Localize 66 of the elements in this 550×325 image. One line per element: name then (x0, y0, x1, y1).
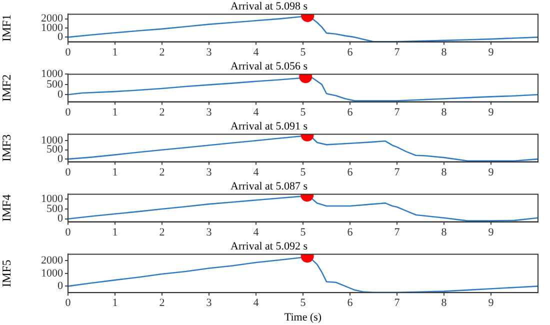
y-tick-label: 0 (58, 280, 64, 292)
y-tick-label: 2000 (41, 254, 64, 266)
x-tick-label: 5 (300, 46, 306, 58)
x-tick-label: 6 (347, 166, 354, 178)
chart-title: Arrival at 5.091 s (230, 120, 308, 132)
x-tick-label: 3 (206, 297, 212, 310)
x-tick-label: 2 (159, 106, 165, 118)
x-tick-label: 7 (394, 46, 400, 58)
y-tick-label: 500 (46, 202, 64, 215)
x-tick-label: 3 (206, 166, 212, 178)
x-tick-label: 9 (488, 166, 494, 178)
y-tick-label: 0 (58, 31, 64, 44)
x-tick-label: 1 (112, 46, 118, 58)
x-tick-label: 2 (159, 297, 165, 310)
x-tick-label: 9 (488, 297, 494, 310)
x-tick-label: 1 (112, 106, 118, 118)
x-tick-label: 8 (441, 297, 448, 310)
x-tick-label: 9 (488, 106, 494, 118)
x-tick-label: 8 (441, 166, 448, 178)
x-tick-label: 4 (253, 106, 260, 118)
x-tick-label: 9 (488, 226, 494, 238)
x-tick-label: 7 (394, 106, 400, 118)
x-tick-label: 4 (253, 46, 260, 58)
x-tick-label: 5 (300, 106, 306, 118)
y-axis-title: IMF5 (0, 260, 14, 288)
x-tick-label: 4 (253, 166, 260, 178)
y-axis-title: IMF4 (0, 194, 14, 222)
chart-title: Arrival at 5.098 s (230, 0, 308, 12)
x-tick-label: 4 (253, 226, 260, 238)
x-tick-label: 1 (112, 226, 118, 238)
x-axis-title: Time (s) (284, 311, 322, 324)
x-tick-label: 2 (159, 226, 165, 238)
y-tick-label: 0 (58, 212, 64, 225)
x-tick-label: 8 (441, 46, 448, 58)
x-tick-label: 7 (394, 166, 400, 178)
x-tick-label: 5 (300, 297, 306, 310)
y-axis-title: IMF1 (0, 14, 14, 42)
y-tick-label: 500 (46, 78, 64, 90)
x-tick-label: 1 (112, 297, 118, 310)
chart-title: Arrival at 5.092 s (230, 240, 308, 252)
x-tick-label: 4 (253, 297, 260, 310)
x-tick-label: 3 (206, 226, 212, 238)
x-tick-label: 6 (347, 226, 354, 238)
y-axis-title: IMF3 (0, 134, 14, 162)
x-tick-label: 5 (300, 226, 306, 238)
x-tick-label: 9 (488, 46, 494, 58)
y-tick-label: 1000 (41, 193, 64, 206)
x-tick-label: 2 (159, 46, 165, 58)
x-tick-label: 1 (112, 166, 118, 178)
y-axis-title: IMF2 (0, 74, 14, 102)
x-tick-label: 6 (347, 297, 354, 310)
x-tick-label: 6 (347, 106, 354, 118)
x-tick-label: 3 (206, 46, 212, 58)
x-tick-label: 8 (441, 226, 448, 238)
chart-title: Arrival at 5.087 s (230, 180, 308, 192)
x-tick-label: 3 (206, 106, 212, 118)
chart-title: Arrival at 5.056 s (230, 60, 308, 72)
y-tick-label: 1000 (41, 68, 64, 80)
y-tick-label: 1000 (41, 267, 64, 280)
x-tick-label: 7 (394, 297, 400, 310)
x-tick-label: 6 (347, 46, 354, 58)
y-tick-label: 0 (58, 88, 64, 101)
x-tick-label: 5 (300, 166, 306, 178)
x-tick-label: 2 (159, 166, 165, 178)
x-tick-label: 7 (394, 226, 400, 238)
x-tick-label: 8 (441, 106, 448, 118)
